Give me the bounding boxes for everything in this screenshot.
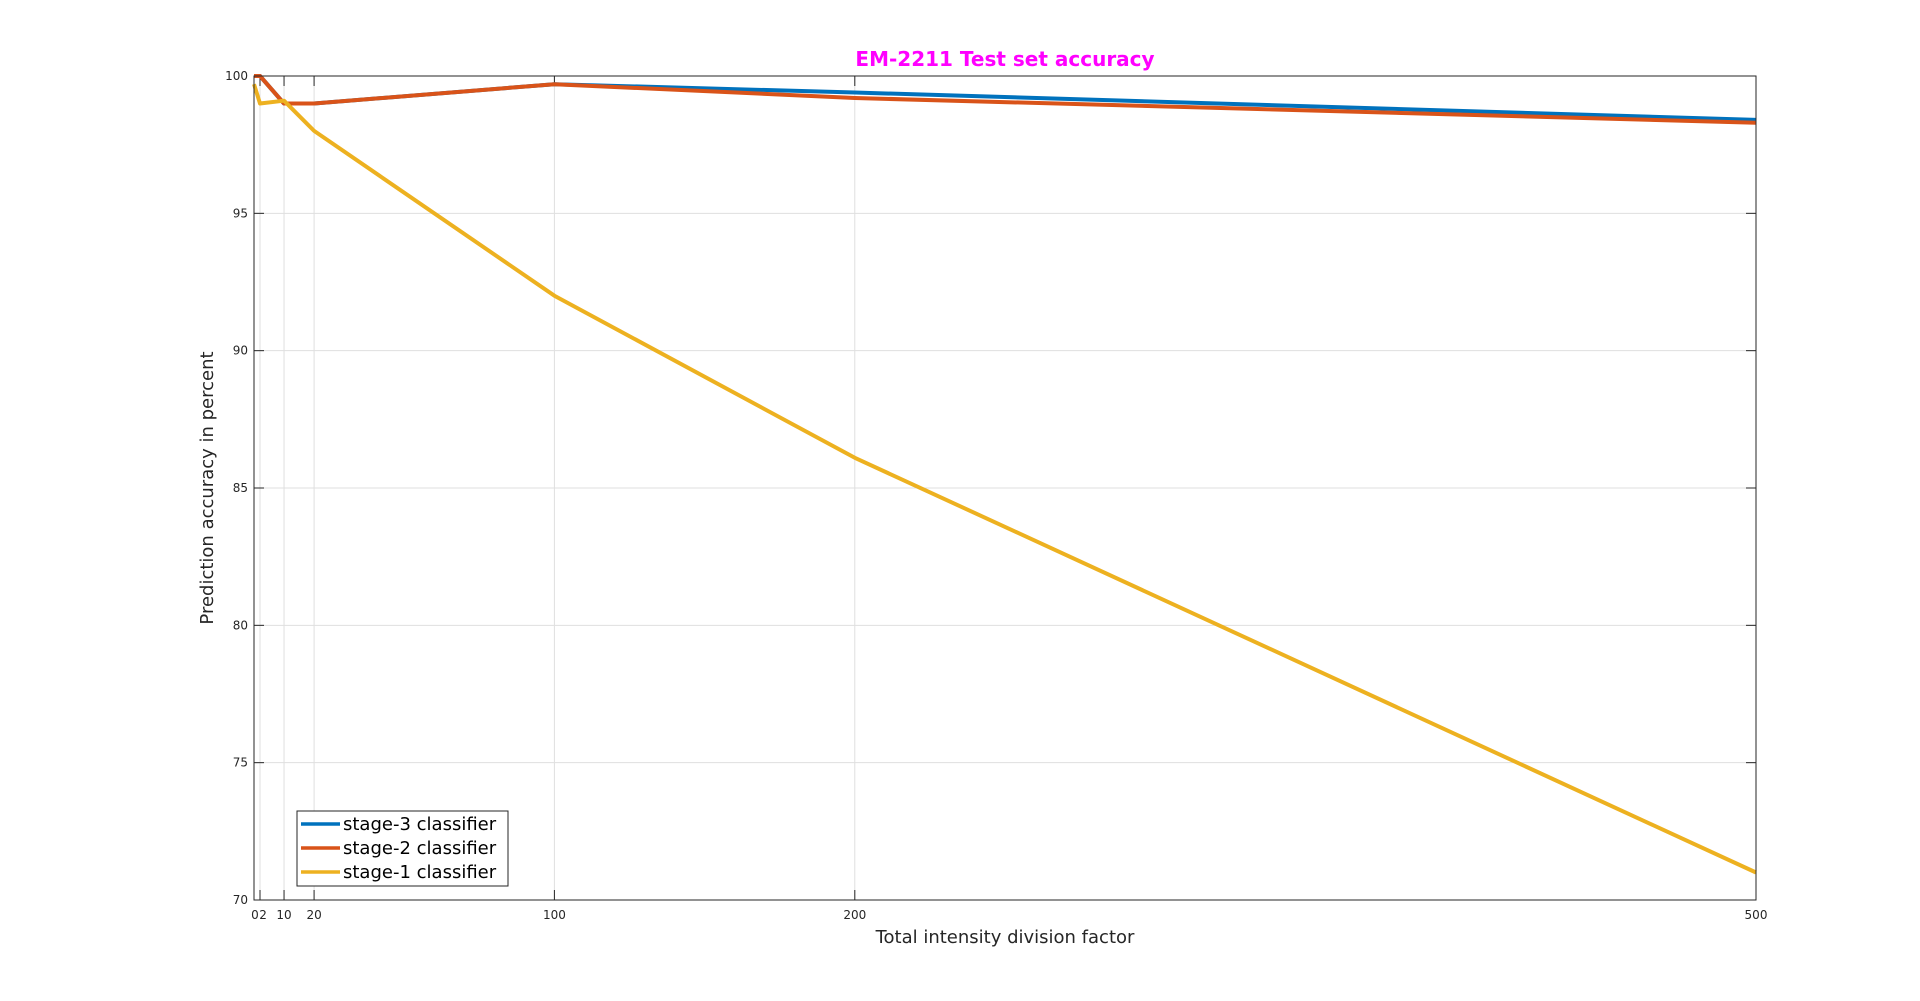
chart-title: EM-2211 Test set accuracy: [855, 47, 1154, 71]
legend-label-stage-2: stage-2 classifier: [343, 838, 497, 859]
y-tick-label: 75: [233, 756, 248, 770]
x-tick-label: 500: [1745, 908, 1768, 922]
series-line-stage-1: [252, 83, 1757, 875]
x-tick-label: 20: [306, 908, 321, 922]
plot-frame: [253, 75, 1757, 901]
x-tick-label: 200: [843, 908, 866, 922]
y-tick-label: 85: [233, 481, 248, 495]
y-tick-label: 80: [233, 618, 248, 632]
y-axis-label: Prediction accuracy in percent: [197, 351, 218, 624]
x-tick-label: 100: [543, 908, 566, 922]
legend: stage-3 classifier stage-2 classifier st…: [296, 810, 509, 887]
y-tick-label: 90: [233, 344, 248, 358]
x-axis-label: Total intensity division factor: [875, 927, 1135, 948]
legend-label-stage-1: stage-1 classifier: [343, 862, 497, 883]
x-tick-labels: 0 2 10 20 100 200 500: [251, 908, 1767, 922]
x-tick-label: 10: [276, 908, 291, 922]
x-tick-label: 2: [259, 908, 267, 922]
y-tick-label: 95: [233, 206, 248, 220]
x-tick-label: 0: [251, 908, 259, 922]
y-tick-labels: 70 75 80 85 90 95 100: [225, 69, 248, 907]
y-tick-label: 100: [225, 69, 248, 83]
legend-label-stage-3: stage-3 classifier: [343, 814, 497, 835]
y-tick-label: 70: [233, 893, 248, 907]
